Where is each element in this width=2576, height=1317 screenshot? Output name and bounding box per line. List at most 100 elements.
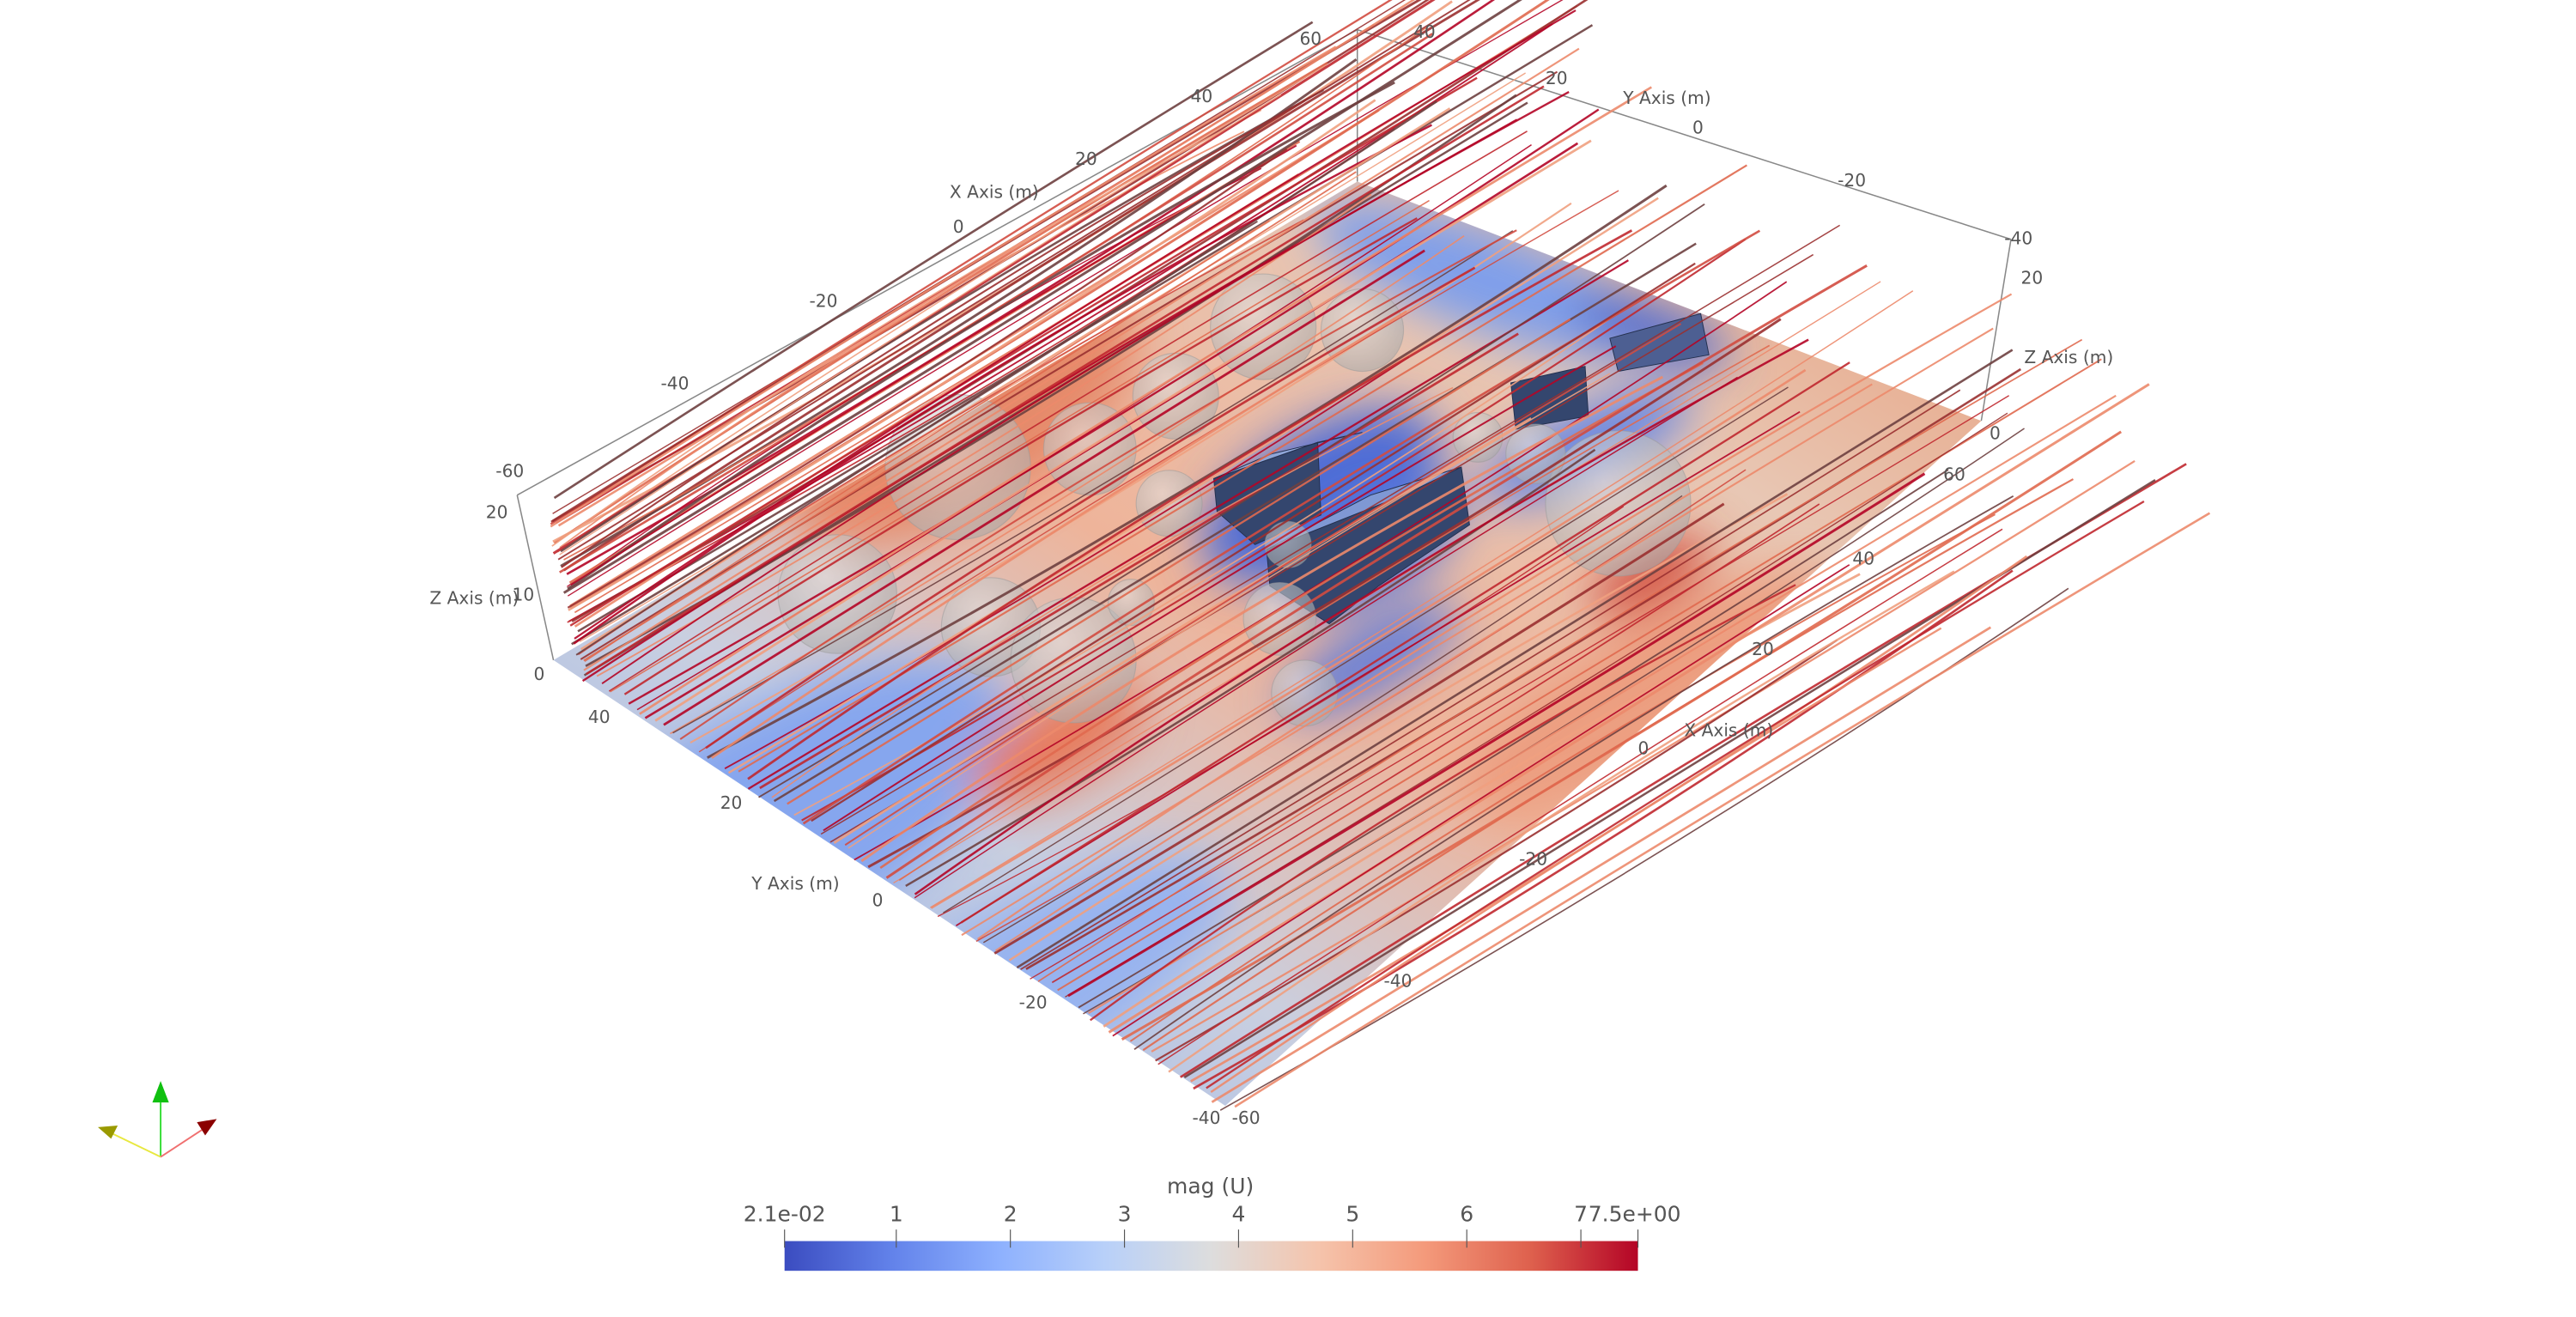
streamline (663, 249, 1425, 726)
streamline (747, 229, 1633, 780)
streamline (860, 375, 1664, 863)
z-tick-label: 20 (2021, 268, 2044, 288)
streamline (559, 94, 1282, 555)
streamline (1210, 627, 1942, 1094)
streamline (1090, 584, 1796, 1022)
streamline (976, 293, 2013, 940)
streamline (801, 238, 1747, 822)
streamline (584, 220, 1270, 663)
streamline (559, 33, 1433, 574)
streamline (1151, 459, 2136, 1053)
streamline (560, 88, 1324, 553)
x-tick-label: -40 (661, 373, 690, 394)
streamline (1008, 493, 1789, 962)
streamline (961, 383, 1873, 937)
x-tick-label: 60 (1299, 28, 1321, 49)
orientation-axes-widget[interactable] (98, 1081, 217, 1158)
streamline (583, 47, 1580, 671)
streamline (580, 70, 1558, 660)
y-tick-label: -20 (1838, 170, 1866, 191)
streamline (610, 199, 1430, 693)
streamline (1211, 626, 1992, 1103)
streamline (551, 109, 1262, 547)
streamline (1112, 564, 1850, 1037)
x-tick-label: 20 (1075, 149, 1097, 169)
x-tick-label: 0 (1638, 737, 1649, 758)
streamline (937, 506, 1625, 918)
streamline (994, 327, 1994, 952)
streamline (560, 58, 1358, 567)
streamline (571, 100, 1437, 646)
streamline (644, 142, 1579, 719)
y-tick-label: 20 (1546, 68, 1568, 88)
sphere-obstacle (1505, 423, 1566, 484)
streamline (568, 99, 1376, 611)
streamline (879, 361, 1704, 870)
x-tick-label: -60 (1232, 1108, 1261, 1128)
colorbar-tick-label: 5 (1346, 1202, 1359, 1227)
streamline (1155, 639, 1838, 1062)
streamline (639, 86, 1652, 715)
streamline (654, 139, 1592, 722)
y-tick-label: -40 (2004, 228, 2032, 249)
streamline (1168, 570, 1955, 1073)
colorbar-title: mag (U) (1167, 1174, 1254, 1199)
streamline (623, 217, 1418, 695)
y-axis-title: Y Axis (m) (1622, 88, 1710, 108)
streamline (573, 124, 1432, 645)
colorbar-tick-label: 4 (1231, 1202, 1245, 1227)
streamline (579, 72, 1526, 643)
streamline (679, 229, 1517, 740)
streamline (567, 81, 1395, 591)
z-tick-label: 20 (486, 502, 508, 523)
y-tick-label: -40 (1193, 1108, 1221, 1128)
z-tick-label: 0 (1990, 422, 2001, 443)
streamline (1142, 478, 2074, 1052)
streamline (1129, 513, 1996, 1042)
streamline (724, 356, 1410, 770)
x-axis-title: X Axis (m) (950, 182, 1039, 203)
colorbar-min-label: 2.1e-02 (744, 1202, 826, 1227)
z-tick-label: 10 (513, 585, 535, 605)
streamline (820, 224, 1841, 835)
streamline (823, 345, 1617, 832)
colorbar-tick-label: 1 (890, 1202, 903, 1227)
colorbar-tick-label: 2 (1004, 1202, 1018, 1227)
colorbar-tick-label: 6 (1460, 1202, 1473, 1227)
streamline (553, 21, 1314, 500)
streamline (759, 332, 1519, 790)
z-axis-title: Z Axis (m) (2024, 347, 2113, 367)
sphere-obstacle (1107, 579, 1155, 627)
streamline (885, 264, 1868, 879)
y-tick-label: 20 (720, 792, 743, 813)
streamline (771, 386, 1454, 798)
streamline (1234, 512, 2211, 1108)
streamlines (550, 0, 2211, 1111)
axis-labels: -60 -40 -20 0 20 40 60 X Axis (m) 40 20 … (429, 21, 2113, 1128)
streamline (575, 220, 1258, 656)
x-tick-label: 60 (1943, 464, 1965, 484)
streamline (898, 344, 1771, 882)
streamline (930, 290, 1914, 908)
x-tick-label: 20 (1752, 639, 1774, 659)
streamline (586, 85, 1545, 676)
streamline (1157, 528, 2003, 1065)
streamline (566, 167, 1262, 587)
streamline (574, 9, 1577, 640)
streamline (567, 0, 1564, 597)
y-tick-label: 40 (588, 707, 611, 727)
streamline (1078, 469, 1949, 1009)
streamline (580, 107, 1451, 651)
streamline (1067, 472, 1926, 998)
streamline (628, 108, 1600, 705)
streamline (707, 184, 1668, 759)
streamline (1088, 394, 2117, 1015)
streamline (758, 203, 1705, 798)
streamline (802, 229, 1761, 825)
streamline (1193, 569, 2014, 1090)
streamline (867, 318, 1782, 869)
streamline (914, 376, 1739, 899)
streamline (562, 0, 1480, 572)
streamline (711, 310, 1407, 759)
